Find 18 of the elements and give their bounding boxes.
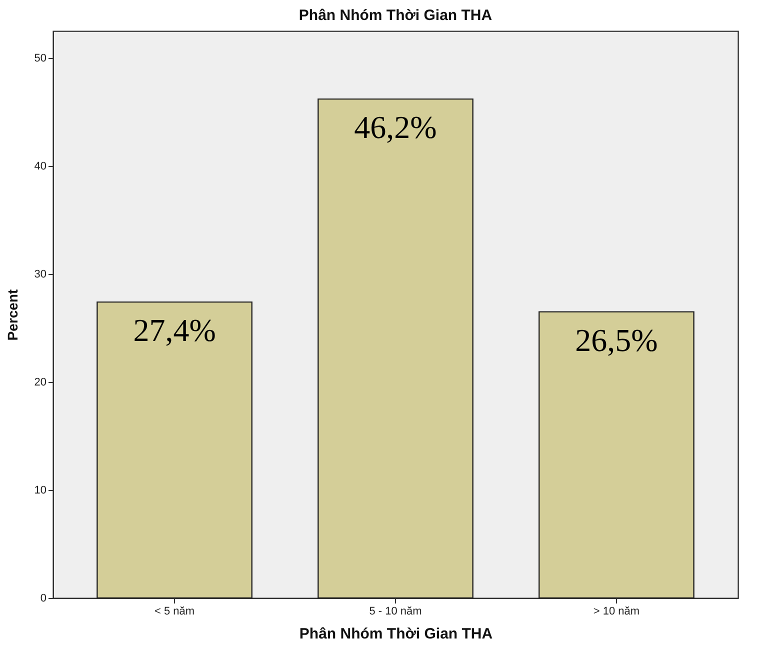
y-tick-label: 30 — [34, 268, 46, 280]
data-label: 27,4% — [133, 312, 216, 348]
y-axis-title: Percent — [4, 288, 20, 341]
y-tick-label: 50 — [34, 52, 46, 64]
x-axis-title: Phân Nhóm Thời Gian THA — [299, 626, 493, 642]
y-tick-label: 40 — [34, 160, 46, 172]
y-tick-label: 20 — [34, 376, 46, 388]
x-tick-label: > 10 năm — [593, 606, 640, 618]
chart-title: Phân Nhóm Thời Gian THA — [298, 7, 492, 24]
data-label: 26,5% — [575, 322, 658, 358]
bar — [96, 301, 252, 599]
x-tick-label: 5 - 10 năm — [369, 606, 422, 618]
data-label: 46,2% — [354, 109, 437, 146]
y-tick-label: 10 — [34, 484, 46, 496]
bar — [538, 311, 694, 599]
x-tick-label: < 5 năm — [154, 606, 195, 618]
y-tick-label: 0 — [40, 592, 46, 604]
bar — [318, 98, 474, 599]
